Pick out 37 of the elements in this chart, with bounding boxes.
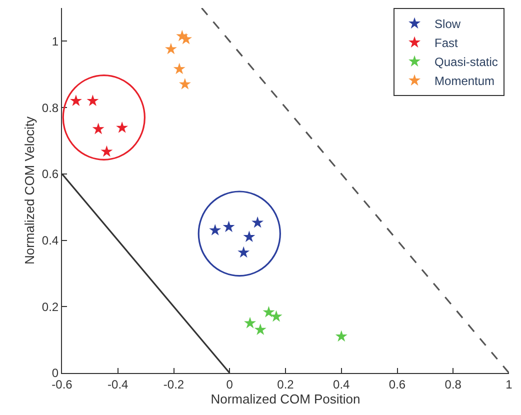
y-axis-title: Normalized COM Velocity (22, 116, 37, 265)
y-tick-label: 0.2 (42, 300, 59, 314)
x-tick-label: 1 (506, 377, 513, 392)
point (173, 62, 186, 74)
x-tick-label: 0.4 (333, 377, 350, 392)
y-tick-label: 0.6 (42, 167, 59, 182)
point (209, 224, 222, 236)
point (252, 216, 264, 228)
point (92, 122, 104, 134)
point (178, 78, 191, 90)
y-tick-label: 0.8 (42, 100, 59, 115)
point (254, 324, 266, 335)
y-tick-label: 1 (52, 34, 59, 48)
point (116, 121, 128, 133)
x-tick-label: -0.4 (108, 377, 129, 392)
point (222, 220, 235, 232)
point (86, 94, 99, 106)
point (270, 310, 282, 322)
legend-label: Quasi-static (434, 55, 498, 70)
x-tick-label: 0 (226, 377, 234, 392)
point (262, 306, 275, 318)
legend-label: Slow (434, 17, 461, 32)
point (238, 246, 250, 258)
point (243, 230, 256, 242)
legend-label: Fast (434, 36, 459, 50)
x-tick-label: 0.6 (388, 377, 406, 392)
legend-label: Momentum (434, 74, 495, 88)
point (244, 316, 256, 328)
y-tick-label: 0.4 (42, 233, 59, 248)
point (100, 145, 113, 157)
x-tick-label: 0.2 (277, 377, 294, 392)
x-tick-label: 0.8 (444, 377, 462, 392)
point (335, 330, 348, 342)
point (164, 42, 177, 54)
point (70, 94, 82, 106)
x-axis-title: Normalized COM Position (210, 391, 360, 406)
x-tick-label: -0.2 (163, 377, 184, 392)
